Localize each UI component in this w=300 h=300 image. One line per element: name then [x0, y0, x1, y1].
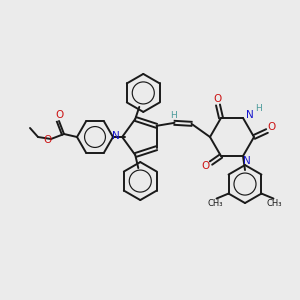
Text: N: N — [112, 131, 120, 141]
Text: O: O — [268, 122, 276, 132]
Text: H: H — [255, 104, 261, 113]
Text: N: N — [246, 110, 254, 120]
Text: O: O — [55, 110, 63, 120]
Text: O: O — [43, 135, 51, 145]
Text: O: O — [201, 161, 209, 171]
Text: CH₃: CH₃ — [267, 199, 282, 208]
Text: O: O — [214, 94, 222, 104]
Text: H: H — [170, 111, 177, 120]
Text: N: N — [243, 156, 251, 166]
Text: CH₃: CH₃ — [208, 199, 223, 208]
